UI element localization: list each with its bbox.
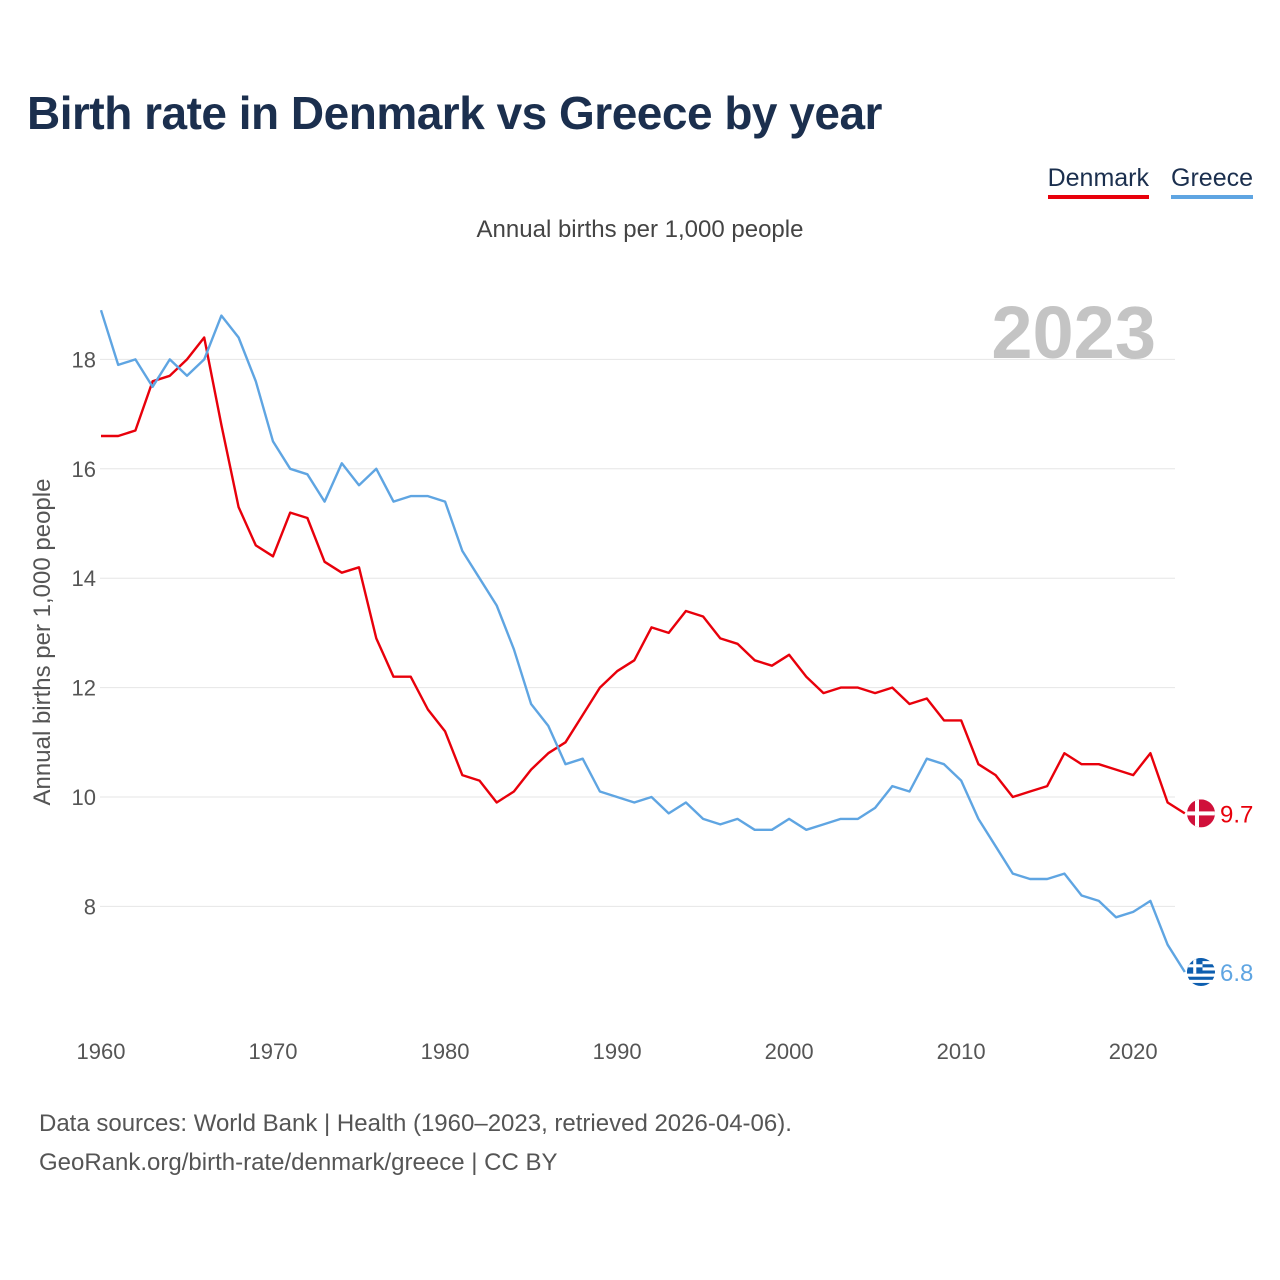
end-label-greece: 6.8 [1220, 960, 1253, 987]
x-tick-label-2000: 2000 [765, 1039, 814, 1064]
footer-link[interactable]: GeoRank.org/birth-rate/denmark/greece | … [39, 1149, 558, 1176]
footer-source: Data sources: World Bank | Health (1960–… [39, 1110, 792, 1137]
y-tick-label-14: 14 [72, 566, 96, 591]
legend: Denmark Greece [1047, 164, 1253, 199]
footer: Data sources: World Bank | Health (1960–… [39, 1104, 792, 1182]
y-tick-label-12: 12 [72, 676, 96, 701]
x-tick-label-1980: 1980 [421, 1039, 470, 1064]
flag-denmark-icon [1187, 799, 1215, 828]
y-tick-label-10: 10 [72, 785, 96, 810]
series-line-denmark [101, 336, 1186, 815]
legend-item-denmark[interactable]: Denmark [1047, 164, 1150, 199]
x-tick-label-1990: 1990 [593, 1039, 642, 1064]
y-axis-title: Annual births per 1,000 people [29, 479, 56, 806]
y-tick-label-18: 18 [72, 347, 96, 372]
x-tick-label-2020: 2020 [1109, 1039, 1158, 1064]
page-title: Birth rate in Denmark vs Greece by year [27, 87, 882, 139]
x-tick-label-1960: 1960 [77, 1039, 126, 1064]
axes: 8 10 12 14 16 18 1960 1970 1980 1990 2000 2010 2020 [72, 347, 1158, 1064]
grid-lines [100, 358, 1175, 907]
x-tick-label-2010: 2010 [937, 1039, 986, 1064]
year-badge: 2023 [991, 291, 1156, 374]
chart-subtitle: Annual births per 1,000 people [476, 216, 804, 243]
flag-greece-icon [1187, 958, 1215, 987]
y-tick-label-16: 16 [72, 457, 96, 482]
series-lines [99, 309, 1186, 973]
legend-item-greece[interactable]: Greece [1171, 164, 1253, 199]
y-tick-label-8: 8 [84, 894, 96, 919]
x-tick-label-1970: 1970 [249, 1039, 298, 1064]
end-label-denmark: 9.7 [1220, 801, 1253, 828]
series-line-greece [99, 309, 1186, 973]
end-labels: 9.7 6.8 [1187, 799, 1253, 987]
